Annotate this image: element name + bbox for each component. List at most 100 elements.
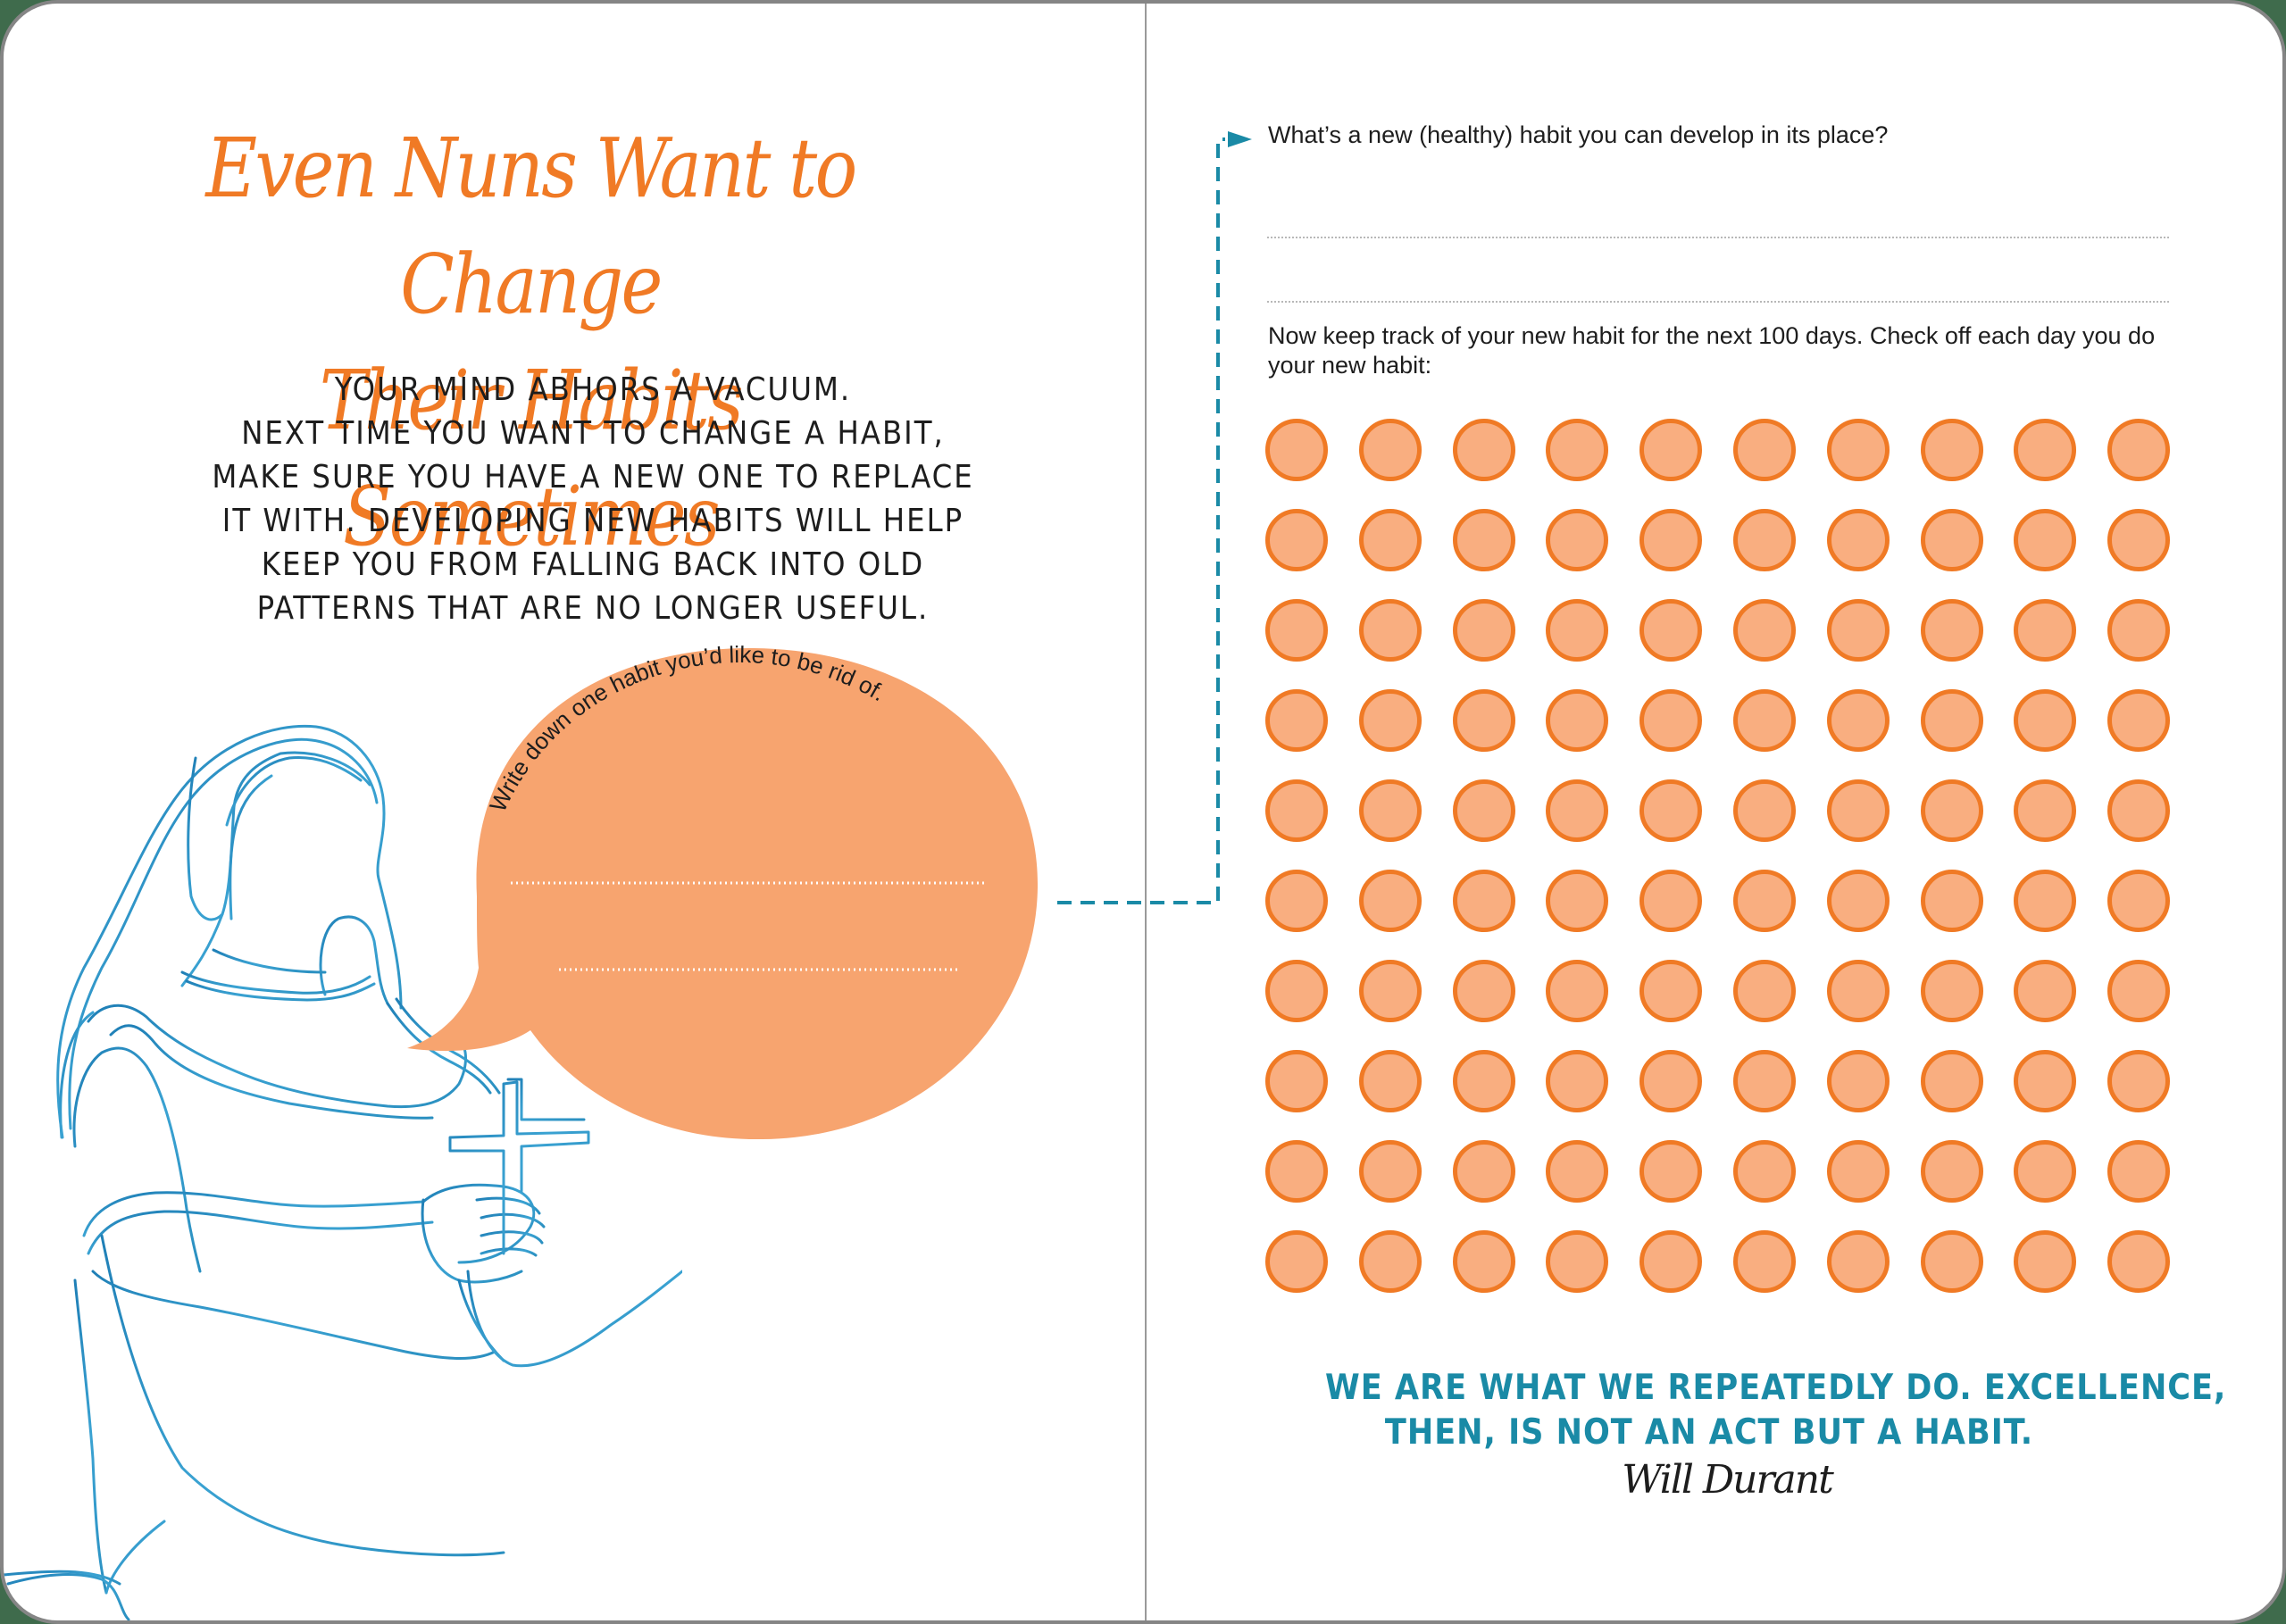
day-checkbox-14[interactable] — [1546, 509, 1609, 571]
day-checkbox-87[interactable] — [1826, 1140, 1890, 1203]
day-checkbox-52[interactable] — [1358, 870, 1422, 932]
day-checkbox-55[interactable] — [1639, 870, 1703, 932]
day-checkbox-61[interactable] — [1265, 960, 1328, 1022]
day-checkbox-57[interactable] — [1826, 870, 1890, 932]
day-checkbox-70[interactable] — [2107, 960, 2171, 1022]
day-checkbox-97[interactable] — [1826, 1230, 1890, 1293]
day-checkbox-9[interactable] — [2014, 419, 2077, 481]
day-checkbox-59[interactable] — [2014, 870, 2077, 932]
day-checkbox-78[interactable] — [1920, 1050, 1983, 1112]
day-checkbox-40[interactable] — [2107, 689, 2171, 752]
day-checkbox-85[interactable] — [1639, 1140, 1703, 1203]
day-checkbox-49[interactable] — [2014, 779, 2077, 842]
new-habit-answer-line-1[interactable] — [1267, 237, 2169, 238]
day-checkbox-92[interactable] — [1358, 1230, 1422, 1293]
day-checkbox-3[interactable] — [1452, 419, 1515, 481]
day-checkbox-64[interactable] — [1546, 960, 1609, 1022]
day-checkbox-93[interactable] — [1452, 1230, 1515, 1293]
day-checkbox-69[interactable] — [2014, 960, 2077, 1022]
day-checkbox-44[interactable] — [1546, 779, 1609, 842]
day-checkbox-2[interactable] — [1358, 419, 1422, 481]
day-checkbox-58[interactable] — [1920, 870, 1983, 932]
day-checkbox-47[interactable] — [1826, 779, 1890, 842]
day-checkbox-6[interactable] — [1732, 419, 1796, 481]
day-checkbox-23[interactable] — [1452, 599, 1515, 662]
day-checkbox-84[interactable] — [1546, 1140, 1609, 1203]
day-checkbox-74[interactable] — [1546, 1050, 1609, 1112]
day-checkbox-32[interactable] — [1358, 689, 1422, 752]
day-checkbox-76[interactable] — [1732, 1050, 1796, 1112]
day-checkbox-27[interactable] — [1826, 599, 1890, 662]
day-checkbox-34[interactable] — [1546, 689, 1609, 752]
day-checkbox-13[interactable] — [1452, 509, 1515, 571]
day-checkbox-71[interactable] — [1265, 1050, 1328, 1112]
day-checkbox-43[interactable] — [1452, 779, 1515, 842]
day-checkbox-8[interactable] — [1920, 419, 1983, 481]
day-checkbox-16[interactable] — [1732, 509, 1796, 571]
day-checkbox-95[interactable] — [1639, 1230, 1703, 1293]
day-checkbox-18[interactable] — [1920, 509, 1983, 571]
day-checkbox-22[interactable] — [1358, 599, 1422, 662]
day-checkbox-39[interactable] — [2014, 689, 2077, 752]
day-checkbox-66[interactable] — [1732, 960, 1796, 1022]
day-checkbox-5[interactable] — [1639, 419, 1703, 481]
day-checkbox-31[interactable] — [1265, 689, 1328, 752]
day-checkbox-11[interactable] — [1265, 509, 1328, 571]
day-checkbox-81[interactable] — [1265, 1140, 1328, 1203]
day-checkbox-63[interactable] — [1452, 960, 1515, 1022]
day-checkbox-41[interactable] — [1265, 779, 1328, 842]
day-checkbox-17[interactable] — [1826, 509, 1890, 571]
day-checkbox-26[interactable] — [1732, 599, 1796, 662]
day-checkbox-19[interactable] — [2014, 509, 2077, 571]
day-checkbox-88[interactable] — [1920, 1140, 1983, 1203]
day-checkbox-53[interactable] — [1452, 870, 1515, 932]
day-checkbox-10[interactable] — [2107, 419, 2171, 481]
day-checkbox-33[interactable] — [1452, 689, 1515, 752]
day-checkbox-25[interactable] — [1639, 599, 1703, 662]
day-checkbox-77[interactable] — [1826, 1050, 1890, 1112]
day-checkbox-60[interactable] — [2107, 870, 2171, 932]
day-checkbox-35[interactable] — [1639, 689, 1703, 752]
day-checkbox-30[interactable] — [2107, 599, 2171, 662]
day-checkbox-12[interactable] — [1358, 509, 1422, 571]
day-checkbox-50[interactable] — [2107, 779, 2171, 842]
day-checkbox-86[interactable] — [1732, 1140, 1796, 1203]
day-checkbox-42[interactable] — [1358, 779, 1422, 842]
day-checkbox-90[interactable] — [2107, 1140, 2171, 1203]
day-checkbox-37[interactable] — [1826, 689, 1890, 752]
day-checkbox-82[interactable] — [1358, 1140, 1422, 1203]
day-checkbox-99[interactable] — [2014, 1230, 2077, 1293]
day-checkbox-51[interactable] — [1265, 870, 1328, 932]
day-checkbox-21[interactable] — [1265, 599, 1328, 662]
day-checkbox-29[interactable] — [2014, 599, 2077, 662]
day-checkbox-48[interactable] — [1920, 779, 1983, 842]
day-checkbox-56[interactable] — [1732, 870, 1796, 932]
day-checkbox-36[interactable] — [1732, 689, 1796, 752]
day-checkbox-1[interactable] — [1265, 419, 1328, 481]
day-checkbox-89[interactable] — [2014, 1140, 2077, 1203]
day-checkbox-80[interactable] — [2107, 1050, 2171, 1112]
day-checkbox-24[interactable] — [1546, 599, 1609, 662]
day-checkbox-72[interactable] — [1358, 1050, 1422, 1112]
new-habit-answer-line-2[interactable] — [1267, 301, 2169, 303]
day-checkbox-83[interactable] — [1452, 1140, 1515, 1203]
day-checkbox-54[interactable] — [1546, 870, 1609, 932]
day-checkbox-38[interactable] — [1920, 689, 1983, 752]
day-checkbox-100[interactable] — [2107, 1230, 2171, 1293]
day-checkbox-75[interactable] — [1639, 1050, 1703, 1112]
day-checkbox-68[interactable] — [1920, 960, 1983, 1022]
day-checkbox-4[interactable] — [1546, 419, 1609, 481]
day-checkbox-98[interactable] — [1920, 1230, 1983, 1293]
day-checkbox-91[interactable] — [1265, 1230, 1328, 1293]
day-checkbox-73[interactable] — [1452, 1050, 1515, 1112]
day-checkbox-96[interactable] — [1732, 1230, 1796, 1293]
day-checkbox-28[interactable] — [1920, 599, 1983, 662]
day-checkbox-94[interactable] — [1546, 1230, 1609, 1293]
day-checkbox-62[interactable] — [1358, 960, 1422, 1022]
day-checkbox-7[interactable] — [1826, 419, 1890, 481]
day-checkbox-65[interactable] — [1639, 960, 1703, 1022]
day-checkbox-79[interactable] — [2014, 1050, 2077, 1112]
day-checkbox-15[interactable] — [1639, 509, 1703, 571]
day-checkbox-45[interactable] — [1639, 779, 1703, 842]
day-checkbox-46[interactable] — [1732, 779, 1796, 842]
